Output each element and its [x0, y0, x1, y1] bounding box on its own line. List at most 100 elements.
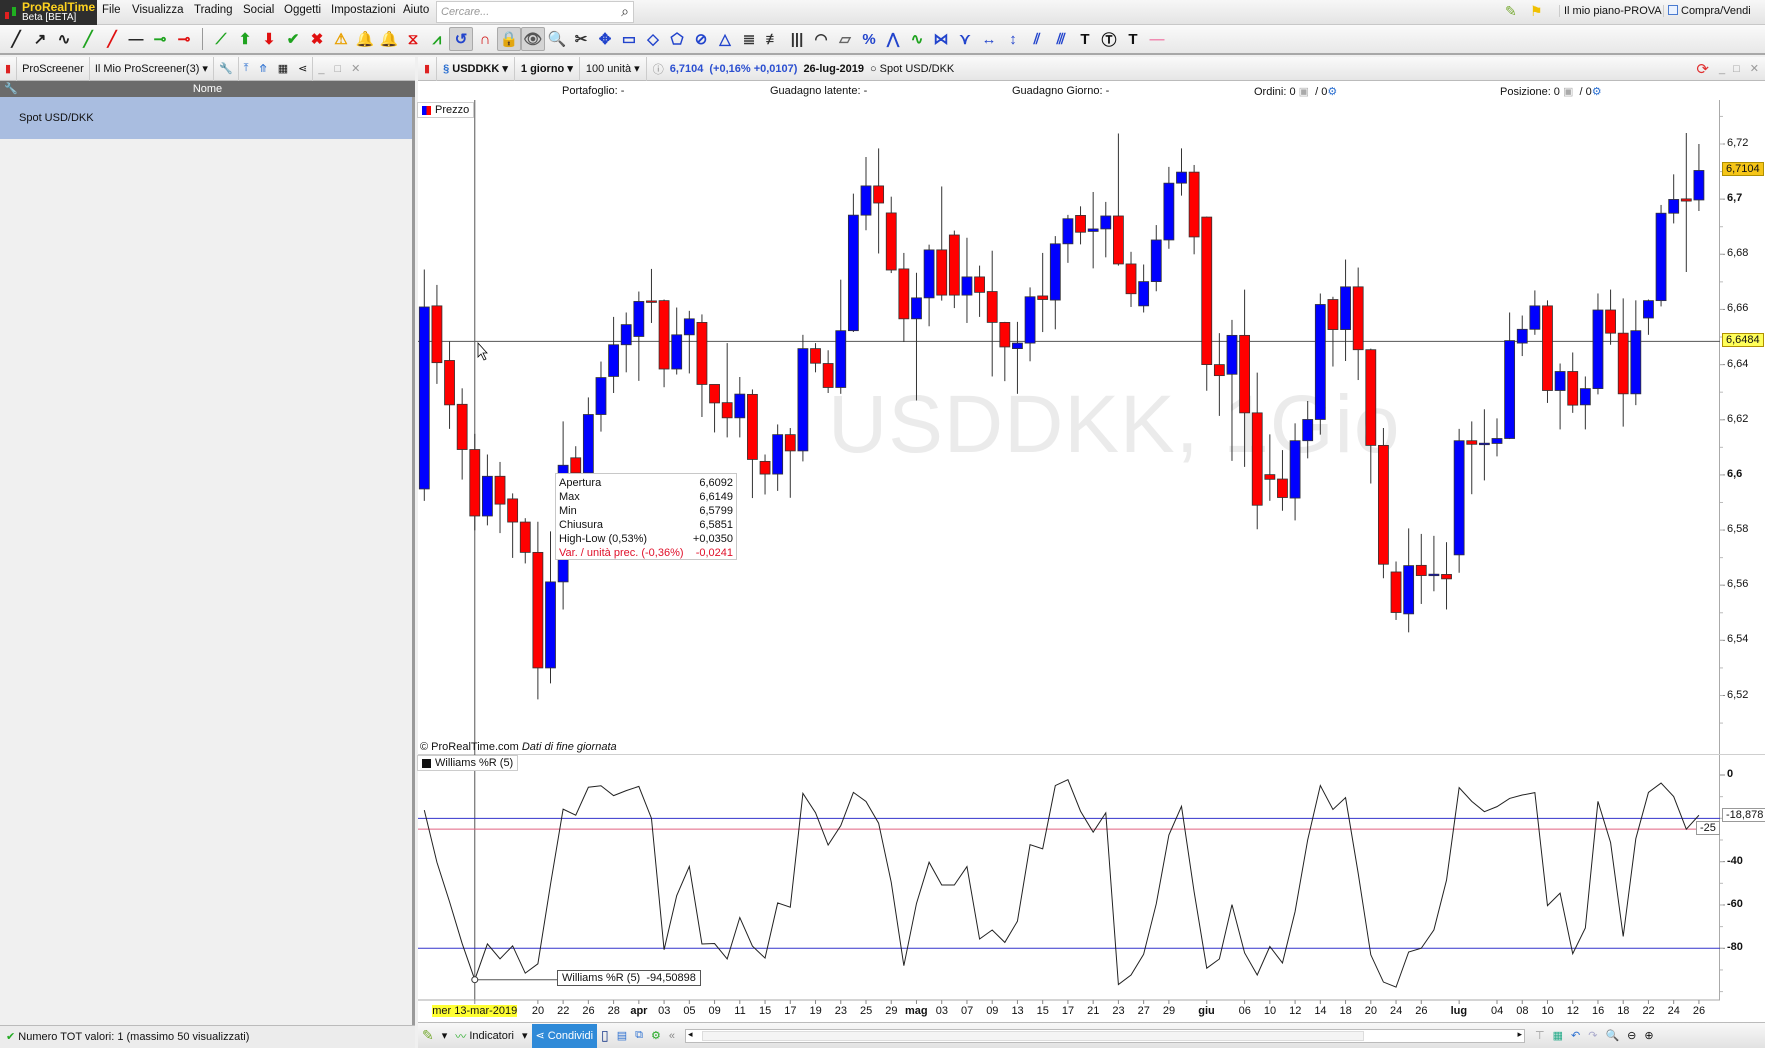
chart-close-icon[interactable]: ✕	[1749, 63, 1759, 75]
list-item[interactable]: Spot USD/DKK	[0, 97, 412, 139]
horizontal-line-icon[interactable]: —	[128, 30, 144, 48]
close-icon[interactable]: ✕	[351, 63, 361, 75]
move-top-icon[interactable]: ⤒	[243, 62, 249, 74]
green-line-icon[interactable]: ╱	[83, 31, 93, 48]
warning-icon[interactable]: ⚠	[334, 31, 348, 48]
abc-wave-icon[interactable]: ⋎	[959, 31, 971, 48]
info-icon[interactable]: ⓘ	[652, 63, 664, 76]
bell-cross-icon[interactable]: 🔔	[379, 31, 399, 48]
windows-icon[interactable]: ⧉	[635, 1029, 644, 1041]
trend-icon[interactable]: ⟋	[215, 30, 227, 48]
vertical-icon[interactable]: ↕	[1009, 30, 1017, 48]
draw-pencil-icon[interactable]: ✎	[422, 1027, 434, 1043]
cross-icon[interactable]: ✖	[310, 31, 324, 48]
menu-visualizza[interactable]: Visualizza	[132, 4, 184, 16]
text-icon[interactable]: T	[1080, 30, 1090, 48]
cursor-undo-icon[interactable]: ↺	[449, 27, 473, 51]
parallel-icon[interactable]: ⫻	[1056, 30, 1066, 48]
elliott-icon[interactable]: ⋈	[933, 31, 949, 48]
segment-icon[interactable]: ∿	[57, 31, 71, 48]
rectangle-icon[interactable]: ▭	[621, 31, 637, 48]
orders-gear-icon[interactable]: ⚙	[1327, 86, 1338, 98]
period-select[interactable]: 1 giorno ▾	[515, 56, 580, 81]
chat-icon[interactable]: ▤	[616, 1030, 628, 1042]
indicators-button[interactable]: 〰 Indicatori	[451, 1024, 518, 1048]
triangle-pattern-icon[interactable]: ⧖	[407, 30, 419, 48]
scroll-left-icon[interactable]: ◂	[688, 1028, 693, 1039]
pattern-icon[interactable]: ⋀	[886, 31, 900, 48]
system-icon[interactable]: ⚙	[651, 1030, 661, 1042]
proscreener-title[interactable]: ProScreener	[17, 56, 90, 81]
arrow-up-icon[interactable]: ⬆	[238, 31, 252, 48]
price-legend[interactable]: Prezzo	[417, 102, 475, 118]
position-gear-icon[interactable]: ⚙	[1591, 86, 1602, 98]
share-button[interactable]: ⋖ Condividi	[531, 1023, 598, 1048]
scroll-right-icon[interactable]: ▸	[1517, 1028, 1523, 1039]
lock-icon[interactable]: 🔒	[497, 27, 521, 51]
fibonacci-icon[interactable]: ≣	[742, 31, 756, 48]
refresh-icon[interactable]: ⟳	[1696, 60, 1709, 78]
cursor-mode-icon[interactable]: ⊤	[1535, 1030, 1545, 1042]
orders-clear-icon[interactable]: ▣	[1298, 86, 1310, 98]
flag-icon[interactable]: ⚑	[1530, 3, 1543, 19]
arc-icon[interactable]: ◠	[814, 31, 828, 48]
magnet-icon[interactable]: ∩	[479, 30, 491, 48]
channel-icon[interactable]: ⫽	[1033, 30, 1041, 48]
draw-dropdown-icon[interactable]: ▾	[441, 1030, 448, 1042]
callout-icon[interactable]: Ⓣ	[1101, 31, 1117, 49]
maximize-icon[interactable]: □	[334, 62, 342, 75]
redo-icon[interactable]: ↷	[1588, 1030, 1598, 1042]
menu-file[interactable]: File	[102, 4, 121, 16]
search-input[interactable]: Cercare... ⌕	[436, 1, 634, 23]
symbol-select[interactable]: § USDDKK ▾	[437, 56, 515, 81]
move-icon[interactable]: ✥	[598, 31, 612, 48]
zoom-in-icon[interactable]: ⊕	[1644, 1030, 1654, 1042]
check-icon[interactable]: ✔	[286, 31, 300, 48]
percent-icon[interactable]: %	[862, 30, 876, 48]
buy-sell-toggle[interactable]: Compra/Vendi	[1663, 5, 1751, 17]
scroll-start-icon[interactable]: «	[668, 1029, 676, 1042]
buy-sell-checkbox[interactable]	[1668, 5, 1678, 15]
pink-line-icon[interactable]: —	[1149, 30, 1165, 48]
menu-aiuto[interactable]: Aiuto	[403, 4, 430, 16]
indicators-dropdown-icon[interactable]: ▾	[521, 1030, 528, 1042]
arrow-line-icon[interactable]: ↗	[33, 31, 47, 48]
red-horizontal-icon[interactable]: ⊸	[177, 31, 191, 48]
chart-minimize-icon[interactable]: _	[1719, 62, 1726, 75]
zoom-out-icon[interactable]: ⊖	[1627, 1030, 1637, 1042]
text-add-icon[interactable]: T	[1128, 30, 1138, 48]
line-tool-icon[interactable]: ╱	[11, 31, 21, 48]
move-up-icon[interactable]: ⤊	[258, 63, 268, 75]
plan-button[interactable]: Il mio piano-PROVA	[1559, 5, 1662, 17]
ruler-icon[interactable]: ▱	[839, 31, 851, 48]
pane-divider[interactable]	[418, 754, 1765, 755]
tools-icon[interactable]: ✂	[574, 31, 588, 48]
share-icon[interactable]: ⋖	[293, 56, 314, 81]
panel-layout-icon[interactable]: ▯	[601, 1027, 609, 1043]
chart-maximize-icon[interactable]: □	[1733, 62, 1740, 75]
diamond-icon[interactable]: ◇	[647, 31, 659, 48]
menu-social[interactable]: Social	[243, 4, 275, 16]
eye-icon[interactable]: 👁	[521, 27, 545, 51]
auto-zoom-icon[interactable]: 🔍	[1605, 1030, 1620, 1042]
calendar-icon[interactable]: ▦	[1552, 1030, 1564, 1042]
pencil-chart-icon[interactable]: ✎	[1505, 3, 1517, 19]
menu-oggetti[interactable]: Oggetti	[284, 4, 322, 16]
wrench-small-icon[interactable]: 🔧	[4, 83, 18, 95]
undo-icon[interactable]: ↶	[1571, 1030, 1581, 1042]
column-header-nome[interactable]: 🔧 Nome	[0, 81, 415, 97]
position-clear-icon[interactable]: ▣	[1563, 86, 1574, 98]
layout-icon[interactable]: ▦	[277, 63, 289, 75]
horizontal-scrollbar[interactable]: ◂ ▸	[685, 1028, 1526, 1043]
fib-time-icon[interactable]: |||	[790, 30, 804, 48]
distance-icon[interactable]: ↔	[981, 30, 997, 48]
wave-icon[interactable]: ∿	[910, 31, 924, 48]
screener-select[interactable]: Il Mio ProScreener(3) ▾	[90, 56, 214, 81]
zigzag-icon[interactable]: ⩘	[432, 30, 442, 48]
arrow-down-icon[interactable]: ⬇	[262, 31, 276, 48]
triangle-icon[interactable]: △	[719, 31, 731, 48]
fib-fan-icon[interactable]: ≢	[765, 30, 781, 48]
indicator-legend[interactable]: Williams %R (5)	[417, 755, 519, 771]
bell-icon[interactable]: 🔔	[355, 31, 375, 48]
red-line-icon[interactable]: ╱	[107, 31, 117, 48]
